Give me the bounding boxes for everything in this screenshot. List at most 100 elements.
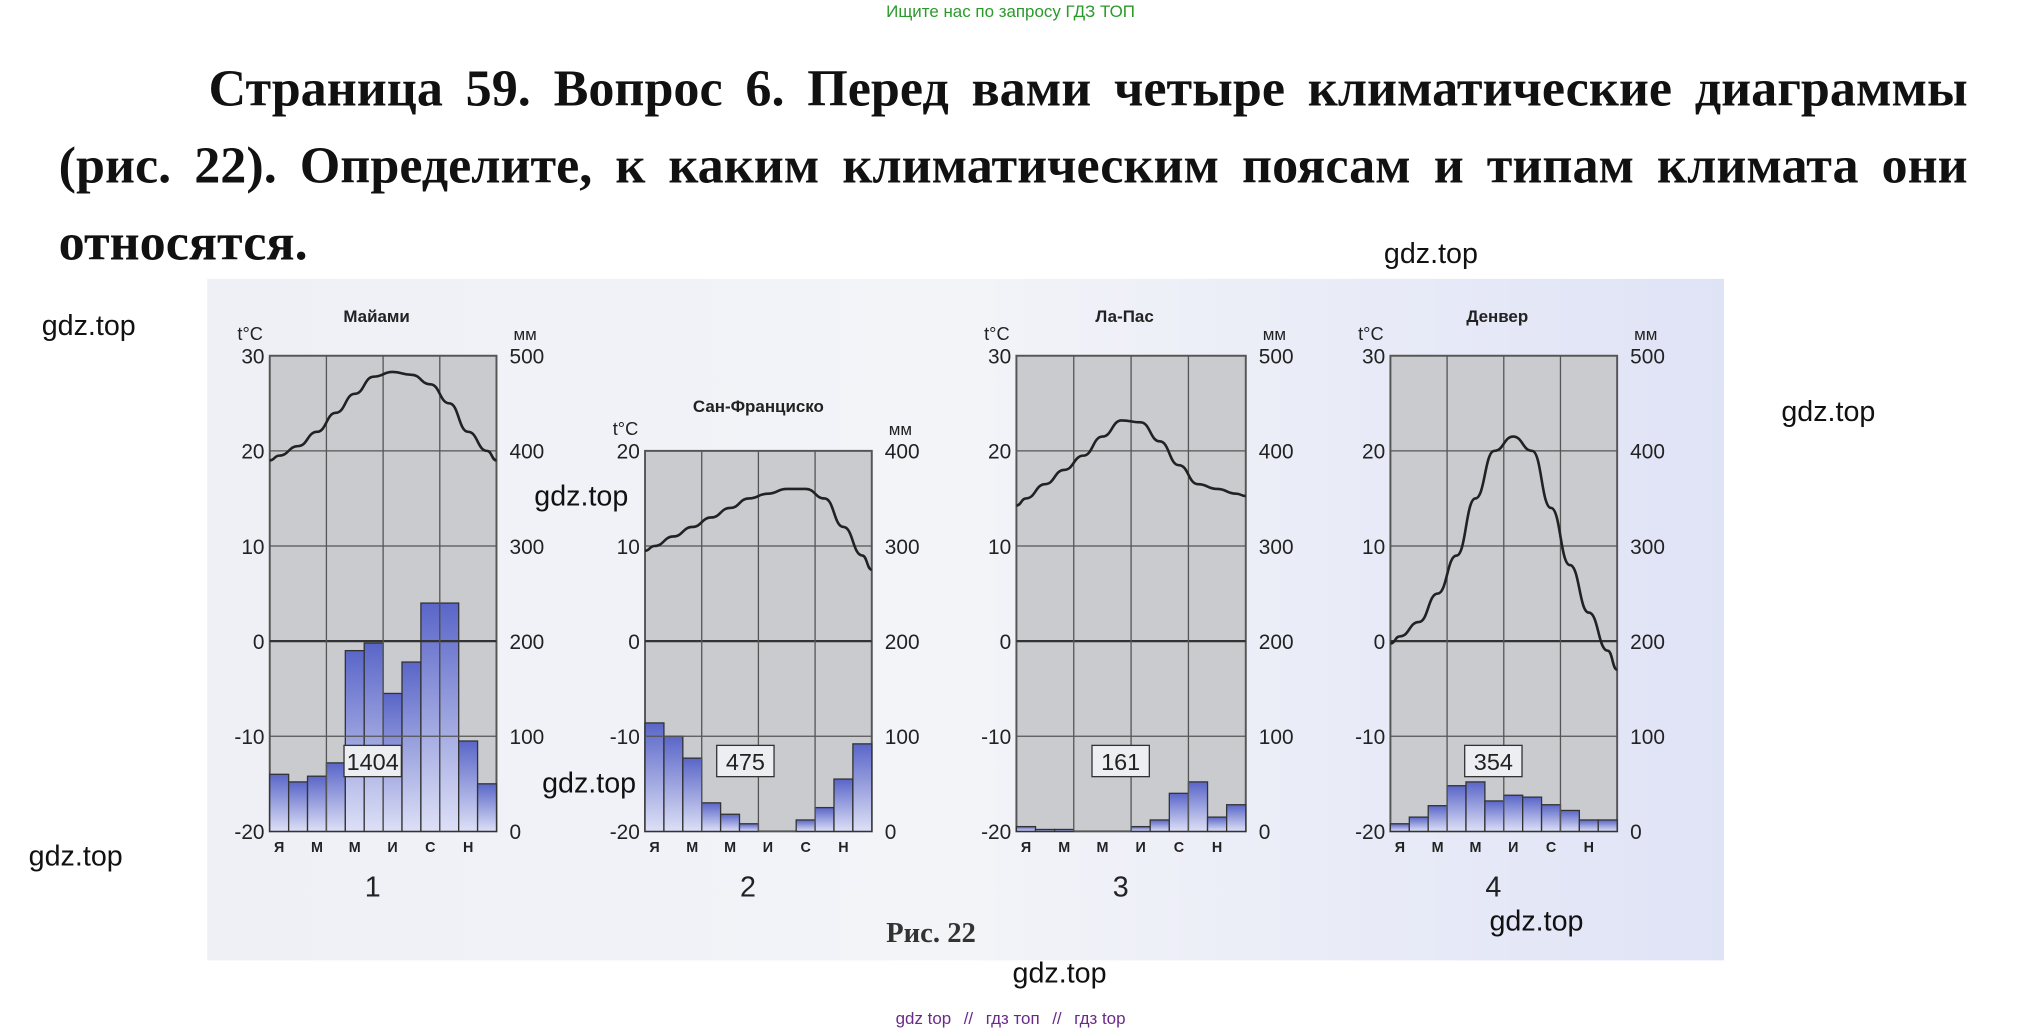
precip-tick-label: 400 bbox=[510, 441, 545, 464]
watermark: gdz.top bbox=[1012, 956, 1107, 990]
temp-tick-label: 10 bbox=[1362, 536, 1385, 559]
precip-bar bbox=[1427, 805, 1448, 833]
footer-link[interactable]: гдз top bbox=[1074, 1008, 1126, 1028]
temp-tick-label: 20 bbox=[241, 441, 264, 464]
temp-tick-label: 30 bbox=[241, 346, 264, 369]
temp-tick-label: -20 bbox=[610, 821, 640, 844]
precip-bar bbox=[814, 806, 835, 833]
temp-tick-label: 0 bbox=[1374, 631, 1386, 654]
temp-tick-label: -20 bbox=[1355, 821, 1385, 844]
precip-tick-label: 0 bbox=[1259, 821, 1271, 844]
chart-number: 1 bbox=[365, 872, 381, 904]
precip-bar bbox=[1034, 828, 1056, 833]
chart-title: Ла-Пас bbox=[1095, 307, 1153, 326]
watermark: gdz.top bbox=[1489, 904, 1584, 937]
precip-bar bbox=[1559, 809, 1581, 833]
month-label: Н bbox=[463, 840, 473, 856]
precip-bar bbox=[1578, 819, 1599, 833]
precip-tick-label: 100 bbox=[510, 726, 545, 749]
figure-caption: Рис. 22 bbox=[886, 916, 976, 949]
month-label: Я bbox=[1021, 840, 1031, 856]
temperature-line bbox=[1390, 435, 1618, 671]
precip-tick-label: 300 bbox=[1259, 536, 1294, 559]
month-label: М bbox=[724, 840, 736, 856]
temp-tick-label: 30 bbox=[1362, 346, 1385, 369]
precip-bar bbox=[1225, 804, 1247, 833]
precip-tick-label: 0 bbox=[1630, 821, 1642, 844]
footer-separator: // bbox=[1052, 1008, 1062, 1028]
temp-tick-label: 0 bbox=[1000, 631, 1012, 654]
precip-bar bbox=[439, 602, 460, 833]
precip-tick-label: 200 bbox=[1259, 631, 1294, 654]
precip-tick-label: 200 bbox=[510, 631, 545, 654]
month-label: М bbox=[1096, 840, 1108, 856]
temp-tick-label: 30 bbox=[988, 346, 1011, 369]
precip-bar bbox=[1130, 825, 1151, 833]
precip-tick-label: 200 bbox=[1630, 631, 1665, 654]
total-precip-label: 161 bbox=[1101, 749, 1140, 775]
chart-number: 4 bbox=[1485, 872, 1501, 904]
precip-tick-label: 400 bbox=[885, 441, 920, 464]
footer-link[interactable]: gdz top bbox=[895, 1008, 952, 1028]
total-precip-box bbox=[716, 744, 775, 778]
watermark: gdz.top bbox=[542, 766, 637, 799]
precip-bar bbox=[1149, 819, 1170, 833]
precip-tick-label: 100 bbox=[885, 726, 920, 749]
precip-tick-label: 200 bbox=[885, 631, 920, 654]
precip-bar bbox=[1206, 816, 1228, 833]
precip-bar bbox=[719, 813, 741, 833]
precip-bar bbox=[344, 649, 365, 833]
temp-tick-label: 0 bbox=[253, 631, 265, 654]
precip-bar bbox=[1522, 796, 1543, 833]
watermark: gdz.top bbox=[41, 308, 136, 342]
temp-tick-label: 10 bbox=[241, 536, 264, 559]
question-title: Страница 59. Вопрос 6. Перед вами четыре… bbox=[58, 58, 1968, 272]
month-label: С bbox=[425, 840, 435, 856]
temp-tick-label: -20 bbox=[234, 821, 264, 844]
total-precip-box bbox=[343, 744, 403, 778]
watermark: gdz.top bbox=[1383, 237, 1478, 270]
precip-bar bbox=[1540, 804, 1562, 833]
precip-bar bbox=[325, 762, 346, 833]
search-hint-link[interactable]: Ищите нас по запросу ГДЗ ТОП bbox=[886, 1, 1135, 21]
precip-tick-label: 300 bbox=[885, 536, 920, 559]
total-precip-box bbox=[1091, 744, 1150, 778]
precip-tick-label: 0 bbox=[510, 821, 522, 844]
precip-bar bbox=[269, 773, 290, 833]
precip-bar bbox=[701, 802, 722, 833]
precip-bar bbox=[420, 602, 441, 833]
precip-tick-label: 400 bbox=[1630, 441, 1665, 464]
footer-link[interactable]: гдз топ bbox=[985, 1008, 1040, 1028]
temp-tick-label: -10 bbox=[234, 726, 264, 749]
temp-tick-label: -10 bbox=[610, 726, 640, 749]
footer-separator: // bbox=[963, 1008, 974, 1028]
precip-bar bbox=[852, 743, 873, 833]
precip-tick-label: 300 bbox=[510, 536, 545, 559]
precip-tick-label: 500 bbox=[1630, 346, 1665, 369]
month-label: М bbox=[1432, 840, 1444, 856]
precip-unit-label: мм bbox=[1263, 325, 1286, 344]
precip-unit-label: мм bbox=[1634, 325, 1657, 344]
footer-links: gdz top // гдз топ // гдз top bbox=[0, 1009, 2021, 1028]
precip-bar bbox=[795, 819, 816, 833]
precip-bar bbox=[663, 735, 684, 833]
precip-bar bbox=[1389, 823, 1410, 833]
temp-unit-label: t°C bbox=[1358, 323, 1384, 344]
temp-tick-label: 10 bbox=[617, 536, 640, 559]
month-label: С bbox=[1546, 840, 1556, 856]
temp-tick-label: 0 bbox=[628, 631, 640, 654]
temp-tick-label: -20 bbox=[981, 821, 1011, 844]
chart-title: Сан-Франциско bbox=[693, 397, 824, 416]
chart-title: Майами bbox=[343, 307, 410, 326]
precip-tick-label: 500 bbox=[1259, 346, 1294, 369]
month-label: Я bbox=[1395, 840, 1405, 856]
temp-unit-label: t°C bbox=[613, 418, 639, 439]
month-label: Н bbox=[838, 840, 848, 856]
precip-bar bbox=[1187, 781, 1209, 833]
month-label: Я bbox=[274, 840, 284, 856]
month-label: И bbox=[763, 840, 773, 856]
